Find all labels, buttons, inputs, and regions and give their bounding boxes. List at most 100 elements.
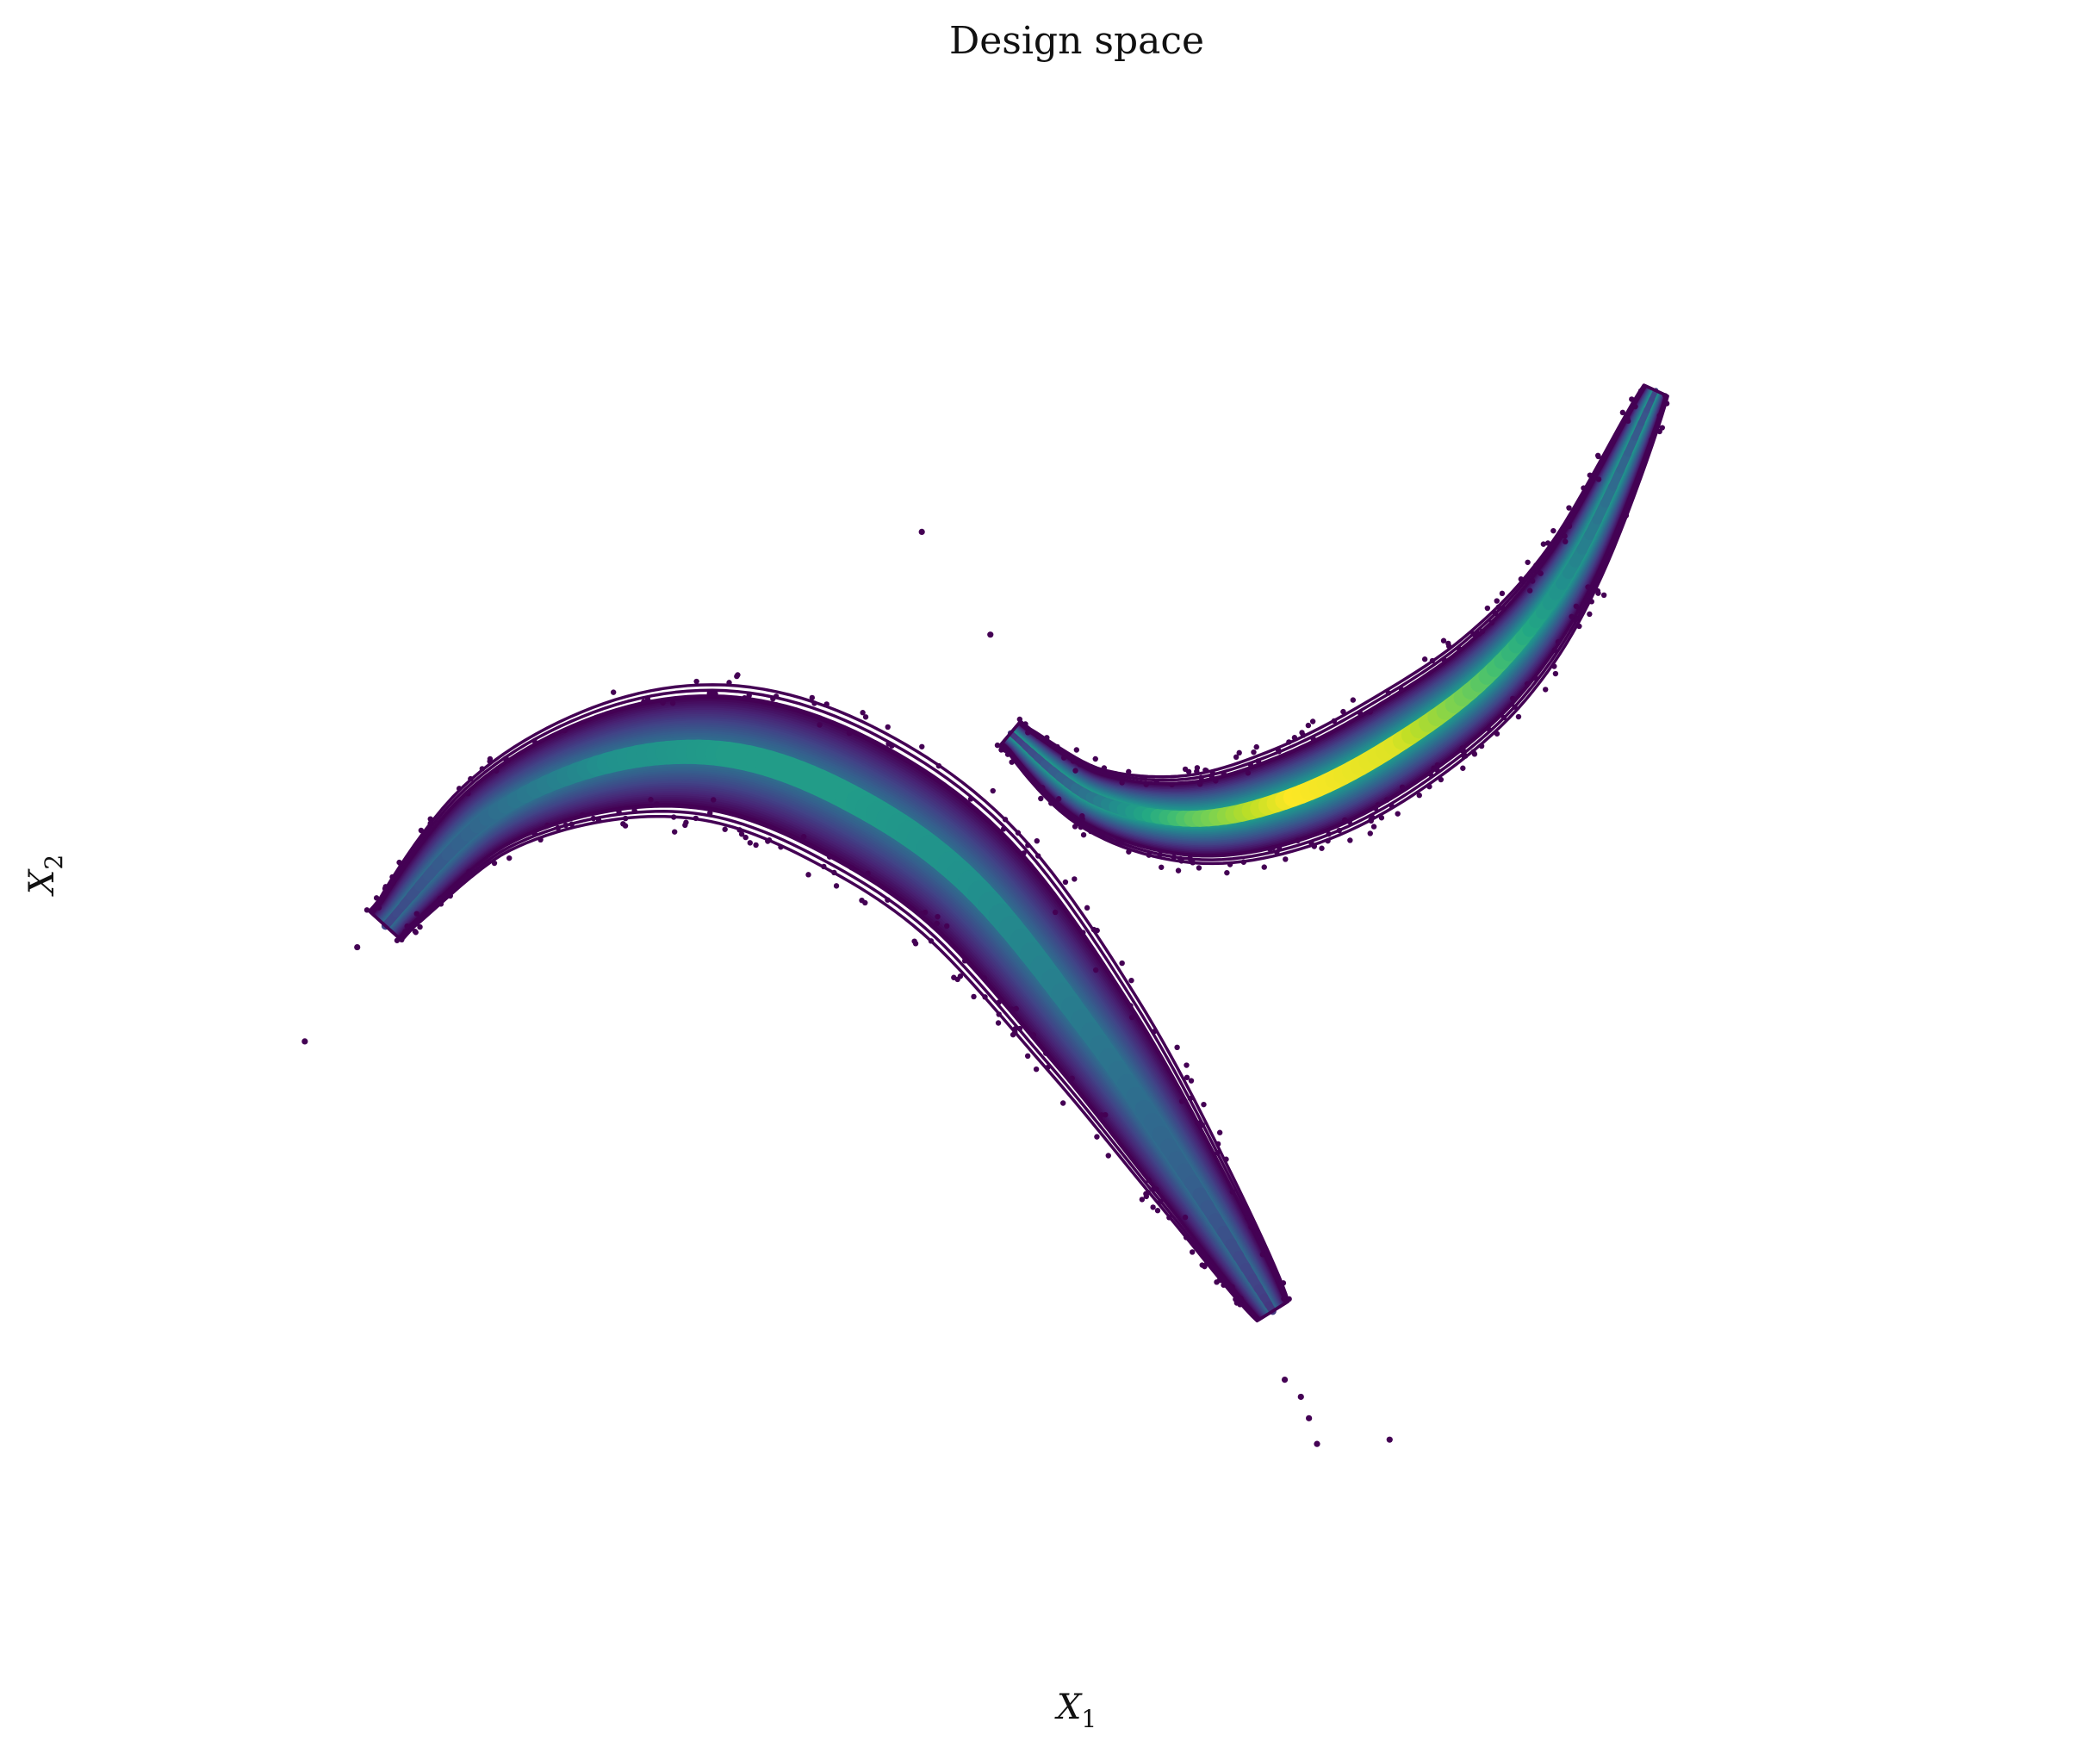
scatter-point xyxy=(1098,1112,1105,1118)
scatter-point xyxy=(1370,824,1377,830)
scatter-point xyxy=(1512,704,1518,710)
scatter-point xyxy=(531,830,537,836)
scatter-point xyxy=(1215,1141,1221,1147)
scatter-point xyxy=(438,901,444,907)
scatter-point xyxy=(848,864,854,871)
scatter-point xyxy=(1552,670,1559,677)
scatter-point xyxy=(1624,507,1630,514)
contour-line xyxy=(370,693,1288,1321)
scatter-point xyxy=(1486,727,1493,733)
scatter-point xyxy=(1080,930,1086,936)
scatter-point xyxy=(1369,814,1376,820)
outlier-point xyxy=(987,631,994,638)
scatter-point xyxy=(1092,755,1098,762)
scatter-point xyxy=(394,937,401,943)
scatter-point xyxy=(1062,879,1069,886)
scatter-point xyxy=(1416,793,1422,799)
scatter-point xyxy=(1656,413,1662,419)
scatter-point xyxy=(1566,523,1573,530)
scatter-point xyxy=(711,797,717,803)
scatter-point xyxy=(1216,1278,1222,1284)
scatter-point xyxy=(1309,718,1316,724)
scatter-point xyxy=(935,762,942,769)
scatter-point xyxy=(1010,1031,1016,1038)
scatter-point xyxy=(1197,780,1203,787)
scatter-point xyxy=(1592,585,1598,591)
scatter-point xyxy=(399,936,405,943)
scatter-point xyxy=(1070,758,1077,764)
scatter-point xyxy=(998,743,1004,749)
scatter-point xyxy=(935,913,941,920)
scatter-point xyxy=(990,787,996,794)
scatter-point xyxy=(1427,771,1433,777)
scatter-point xyxy=(413,930,419,936)
scatter-point xyxy=(1518,576,1525,582)
scatter-point xyxy=(919,911,925,917)
density-bands xyxy=(372,386,1666,1320)
scatter-point xyxy=(1326,830,1332,837)
scatter-point xyxy=(1151,1029,1157,1035)
scatter-point xyxy=(1099,830,1105,836)
scatter-point xyxy=(1119,960,1125,967)
scatter-point xyxy=(1378,815,1385,821)
scatter-point xyxy=(1195,1243,1201,1249)
scatter-point xyxy=(610,689,617,695)
scatter-point xyxy=(1637,388,1644,395)
scatter-point xyxy=(1171,854,1177,861)
scatter-point xyxy=(1526,588,1533,594)
scatter-point xyxy=(1325,837,1331,844)
scatter-point xyxy=(1347,837,1353,843)
scatter-point xyxy=(466,868,472,875)
scatter-point xyxy=(622,823,629,829)
scatter-point xyxy=(1524,681,1531,687)
scatter-point xyxy=(1574,616,1580,622)
scatter-point xyxy=(479,766,486,772)
scatter-point xyxy=(1048,800,1054,806)
scatter-point xyxy=(1119,839,1125,845)
scatter-point xyxy=(774,702,780,708)
scatter-point xyxy=(1119,780,1125,786)
scatter-point xyxy=(1015,830,1022,836)
scatter-point xyxy=(821,863,827,870)
scatter-point xyxy=(1146,1177,1152,1184)
scatter-point xyxy=(1500,605,1506,612)
scatter-point xyxy=(1434,768,1441,774)
scatter-point xyxy=(402,929,408,935)
scatter-point xyxy=(648,797,654,803)
scatter-point xyxy=(1072,824,1078,830)
scatter-point xyxy=(934,920,940,927)
scatter-point xyxy=(1389,803,1395,810)
scatter-point xyxy=(817,722,823,728)
scatter-point xyxy=(1283,856,1289,862)
plot-area xyxy=(301,383,1670,1447)
scatter-point xyxy=(390,880,396,886)
scatter-point xyxy=(1126,849,1132,855)
scatter-point xyxy=(994,742,1001,749)
scatter-point xyxy=(800,833,807,840)
scatter-point xyxy=(1543,687,1549,693)
scatter-point xyxy=(376,905,382,911)
scatter-points xyxy=(301,388,1670,1447)
scatter-point xyxy=(1182,1214,1189,1221)
scatter-point xyxy=(1488,619,1495,626)
scatter-point xyxy=(885,724,891,731)
scatter-point xyxy=(1190,1249,1196,1255)
scatter-point xyxy=(823,701,829,707)
scatter-point xyxy=(1470,631,1476,637)
scatter-point xyxy=(1395,811,1401,817)
scatter-point xyxy=(1016,716,1023,723)
scatter-point xyxy=(1585,584,1591,590)
scatter-point xyxy=(726,680,732,686)
scatter-point xyxy=(805,872,811,878)
scatter-point xyxy=(1174,1044,1180,1051)
chart-title: Design space xyxy=(949,19,1204,63)
scatter-point xyxy=(1128,977,1134,984)
scatter-point xyxy=(1229,1189,1236,1195)
scatter-point xyxy=(1336,827,1343,834)
y-axis-label-subscript: 2 xyxy=(40,855,68,870)
scatter-point xyxy=(417,923,423,930)
scatter-point xyxy=(595,817,602,824)
scatter-point xyxy=(641,699,647,705)
scatter-point xyxy=(1286,1296,1292,1303)
scatter-point xyxy=(1054,743,1060,750)
